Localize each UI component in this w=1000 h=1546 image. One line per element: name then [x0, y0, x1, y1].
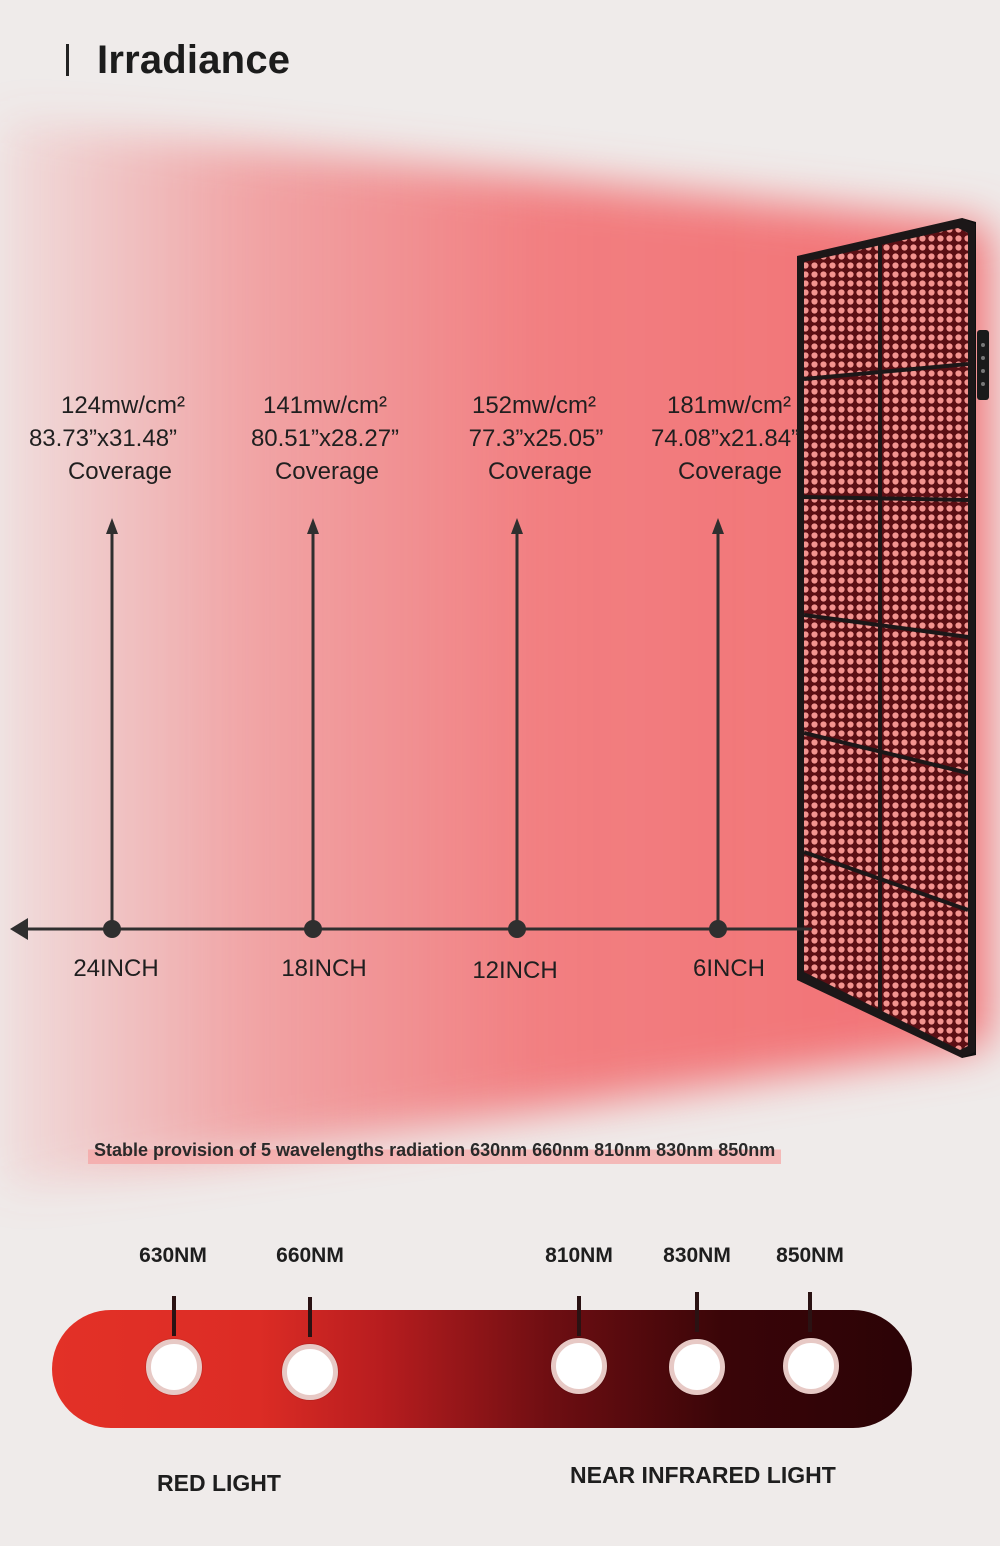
near-infrared-label: NEAR INFRARED LIGHT [570, 1462, 836, 1488]
wavelength-630nm-label: 630NM [139, 1244, 207, 1267]
distance-6inch: 6INCH [692, 955, 765, 982]
marker-12inch [508, 518, 526, 938]
wavelength-630nm-tick [172, 1296, 176, 1336]
marker-24inch [103, 518, 121, 938]
wavelength-850nm-label: 850NM [776, 1244, 844, 1267]
coverage-label: Coverage [67, 458, 173, 485]
wavelength-830nm-dot [669, 1339, 725, 1395]
red-light-label: RED LIGHT [157, 1470, 281, 1496]
reading-12inch: 152mw/cm² 77.3”x25.05” Coverage [434, 389, 634, 488]
coverage-size: 77.3”x25.05” [468, 425, 604, 452]
axis-arrow-head [10, 918, 28, 940]
wavelength-830nm-label: 830NM [663, 1244, 731, 1267]
distance-24inch: 24INCH [73, 955, 159, 982]
wavelength-810nm-dot [551, 1338, 607, 1394]
irradiance-value: 181mw/cm² [666, 392, 792, 419]
wavelength-660nm-dot [282, 1344, 338, 1400]
wavelength-660nm-label: 660NM [276, 1244, 344, 1267]
coverage-label: Coverage [677, 458, 783, 485]
page-title: Irradiance [97, 38, 291, 82]
irradiance-value: 124mw/cm² [60, 392, 186, 419]
wavelength-810nm-tick [577, 1296, 581, 1336]
wavelength-810nm-label: 810NM [545, 1244, 613, 1267]
wavelength-850nm-dot [783, 1338, 839, 1394]
wavelength-660nm-tick [308, 1297, 312, 1337]
marker-18inch [304, 518, 322, 938]
distance-18inch: 18INCH [281, 955, 367, 982]
heading-accent-bar [66, 44, 69, 76]
marker-6inch [709, 518, 727, 938]
coverage-size: 80.51”x28.27” [250, 425, 400, 452]
coverage-label: Coverage [274, 458, 380, 485]
reading-18inch: 141mw/cm² 80.51”x28.27” Coverage [225, 389, 425, 488]
irradiance-value: 152mw/cm² [471, 392, 597, 419]
wavelength-850nm-tick [808, 1292, 812, 1332]
coverage-size: 74.08”x21.84” [650, 425, 800, 452]
wavelength-830nm-tick [695, 1292, 699, 1332]
wavelength-caption: Stable provision of 5 wavelengths radiat… [88, 1138, 782, 1164]
reading-6inch: 181mw/cm² 74.08”x21.84” Coverage [628, 389, 828, 488]
wavelength-630nm-dot [146, 1339, 202, 1395]
reading-24inch: 124mw/cm² 83.73”x31.48” Coverage [18, 389, 218, 488]
coverage-size: 83.73”x31.48” [28, 425, 178, 452]
distance-12inch: 12INCH [472, 957, 558, 984]
irradiance-value: 141mw/cm² [262, 392, 388, 419]
coverage-label: Coverage [487, 458, 593, 485]
